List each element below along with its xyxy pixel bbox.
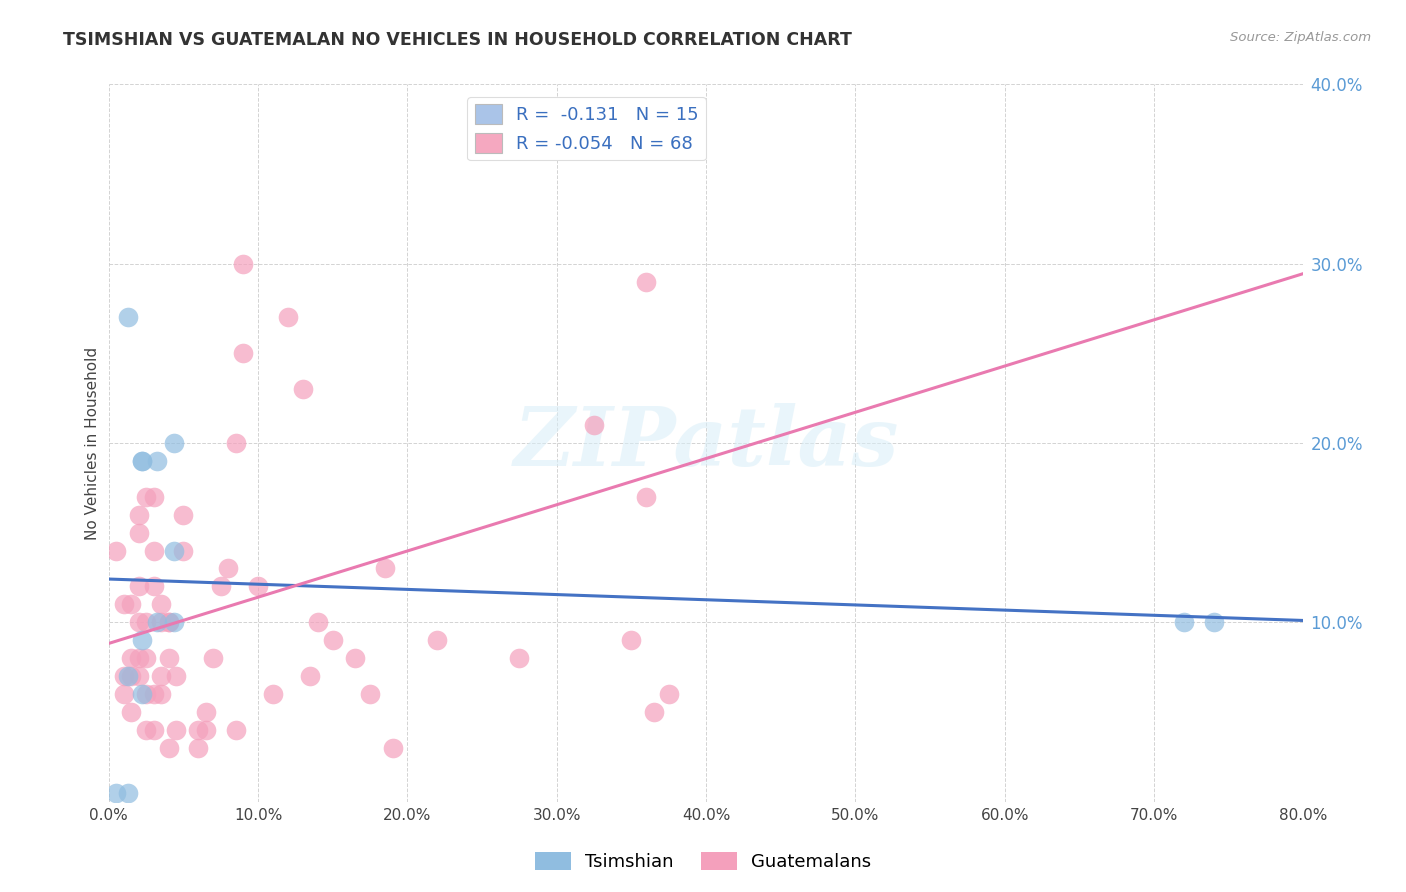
Point <box>322 633 344 648</box>
Point <box>128 579 150 593</box>
Point <box>120 598 142 612</box>
Point <box>163 543 186 558</box>
Y-axis label: No Vehicles in Household: No Vehicles in Household <box>86 346 100 540</box>
Point <box>658 687 681 701</box>
Point <box>135 651 157 665</box>
Point <box>636 490 658 504</box>
Point <box>131 454 153 468</box>
Point <box>194 705 217 719</box>
Point <box>135 687 157 701</box>
Point <box>135 490 157 504</box>
Point <box>105 786 128 800</box>
Legend: R =  -0.131   N = 15, R = -0.054   N = 68: R = -0.131 N = 15, R = -0.054 N = 68 <box>467 97 706 161</box>
Point <box>142 543 165 558</box>
Point <box>172 543 194 558</box>
Point <box>1173 615 1195 630</box>
Point <box>131 633 153 648</box>
Point <box>508 651 530 665</box>
Point <box>291 382 314 396</box>
Point <box>232 257 254 271</box>
Point <box>150 669 173 683</box>
Point <box>202 651 225 665</box>
Point <box>225 723 247 737</box>
Point <box>381 740 404 755</box>
Point <box>277 310 299 325</box>
Point <box>426 633 449 648</box>
Point <box>150 687 173 701</box>
Point <box>117 786 139 800</box>
Point <box>120 669 142 683</box>
Point <box>194 723 217 737</box>
Point <box>299 669 322 683</box>
Point <box>643 705 665 719</box>
Point <box>209 579 232 593</box>
Text: TSIMSHIAN VS GUATEMALAN NO VEHICLES IN HOUSEHOLD CORRELATION CHART: TSIMSHIAN VS GUATEMALAN NO VEHICLES IN H… <box>63 31 852 49</box>
Point <box>187 740 209 755</box>
Point <box>128 651 150 665</box>
Point <box>135 615 157 630</box>
Point <box>128 669 150 683</box>
Point <box>163 436 186 450</box>
Point <box>636 275 658 289</box>
Point <box>131 687 153 701</box>
Point <box>530 113 553 128</box>
Point <box>163 615 186 630</box>
Point <box>128 525 150 540</box>
Point <box>217 561 239 575</box>
Point <box>165 723 187 737</box>
Point <box>117 310 139 325</box>
Point <box>247 579 270 593</box>
Point <box>620 633 643 648</box>
Point <box>112 687 135 701</box>
Point <box>120 705 142 719</box>
Point <box>627 131 650 145</box>
Point <box>359 687 381 701</box>
Point <box>344 651 367 665</box>
Point <box>120 651 142 665</box>
Point <box>135 723 157 737</box>
Text: Source: ZipAtlas.com: Source: ZipAtlas.com <box>1230 31 1371 45</box>
Point <box>145 615 167 630</box>
Point <box>225 436 247 450</box>
Point <box>374 561 396 575</box>
Point <box>157 615 180 630</box>
Point <box>117 669 139 683</box>
Point <box>262 687 284 701</box>
Point <box>142 579 165 593</box>
Legend: Tsimshian, Guatemalans: Tsimshian, Guatemalans <box>527 845 879 879</box>
Point <box>157 651 180 665</box>
Point <box>187 723 209 737</box>
Point <box>307 615 329 630</box>
Point <box>150 598 173 612</box>
Point <box>165 669 187 683</box>
Point <box>142 723 165 737</box>
Point <box>112 669 135 683</box>
Point <box>157 615 180 630</box>
Point <box>145 454 167 468</box>
Point <box>128 615 150 630</box>
Point <box>157 740 180 755</box>
Point <box>128 508 150 522</box>
Point <box>172 508 194 522</box>
Point <box>583 418 606 433</box>
Point <box>142 687 165 701</box>
Point <box>112 598 135 612</box>
Point <box>142 490 165 504</box>
Point <box>150 615 173 630</box>
Point <box>131 454 153 468</box>
Point <box>1202 615 1225 630</box>
Point <box>232 346 254 360</box>
Text: ZIPatlas: ZIPatlas <box>513 403 898 483</box>
Point <box>105 543 128 558</box>
